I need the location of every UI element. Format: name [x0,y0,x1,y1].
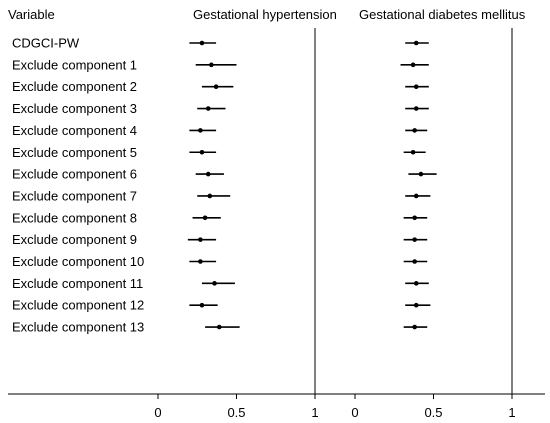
row-label: Exclude component 5 [12,145,137,160]
x-tick-label-diabetes: 1 [508,405,515,420]
point-estimate-hypertension [198,237,203,242]
point-estimate-hypertension [199,40,205,46]
row-label: Exclude component 4 [12,123,137,138]
point-estimate-hypertension [199,149,205,155]
row-label: Exclude component 3 [12,101,137,116]
row-label: Exclude component 1 [12,57,137,72]
point-estimate-hypertension [199,302,205,308]
point-estimate-hypertension [205,171,211,177]
point-estimate-diabetes [413,193,419,199]
point-estimate-hypertension [205,106,211,111]
point-estimate-hypertension [216,324,222,330]
point-estimate-diabetes [412,128,417,133]
point-estimate-diabetes [413,40,419,46]
row-label: Exclude component 8 [12,210,137,225]
point-estimate-diabetes [413,302,419,308]
row-label: Exclude component 7 [12,188,137,203]
point-estimate-diabetes [413,281,419,286]
point-estimate-hypertension [209,62,214,68]
point-estimate-hypertension [198,259,203,264]
point-estimate-diabetes [412,215,417,221]
point-estimate-diabetes [410,62,416,68]
point-estimate-diabetes [418,171,424,177]
point-estimate-hypertension [202,215,208,221]
point-estimate-diabetes [413,84,419,89]
point-estimate-diabetes [410,149,416,155]
point-estimate-diabetes [413,106,419,111]
point-estimate-hypertension [207,193,213,199]
x-tick-label-diabetes: 0.5 [424,405,442,420]
row-label: Exclude component 9 [12,232,137,247]
row-label: Exclude component 12 [12,298,144,313]
row-label: Exclude component 11 [12,276,143,291]
x-tick-label-hypertension: 0.5 [227,405,245,420]
panel-title-diabetes: Gestational diabetes mellitus [359,7,526,22]
point-estimate-hypertension [198,128,203,133]
point-estimate-diabetes [412,237,417,242]
variable-header: Variable [8,7,55,22]
row-label: Exclude component 6 [12,167,137,182]
row-label: Exclude component 13 [12,320,144,335]
row-label: CDGCI-PW [12,36,80,51]
panel-title-hypertension: Gestational hypertension [193,7,337,22]
x-tick-label-hypertension: 0 [154,405,161,420]
point-estimate-hypertension [212,281,217,286]
row-label: Exclude component 2 [12,79,137,94]
x-tick-label-hypertension: 1 [311,405,318,420]
x-tick-label-diabetes: 0 [351,405,358,420]
row-label: Exclude component 10 [12,254,144,269]
point-estimate-diabetes [412,324,417,330]
point-estimate-diabetes [412,259,417,264]
point-estimate-hypertension [213,84,219,89]
